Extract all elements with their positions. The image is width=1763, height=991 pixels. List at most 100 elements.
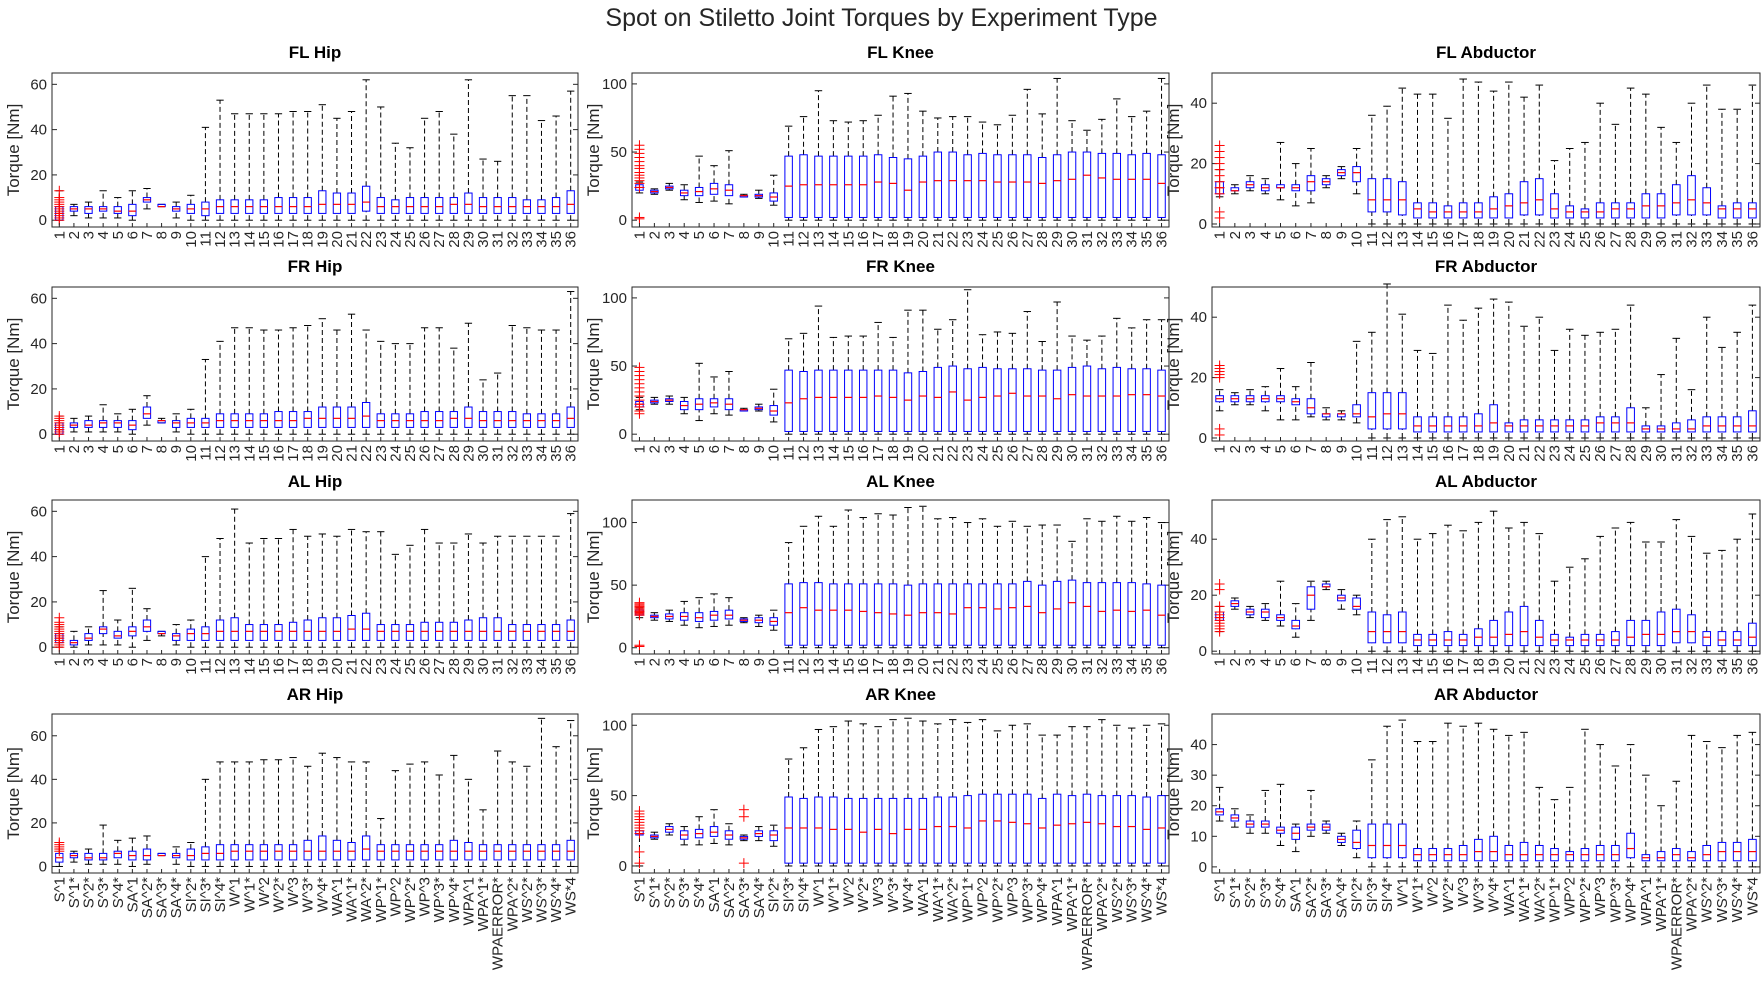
x-tick-label: WS*4 [563,877,580,915]
iqr-box [784,583,793,646]
x-tick-label: SI^2* [766,877,783,913]
box-22 [1534,533,1544,652]
box-8 [157,630,166,637]
x-tick-label: WPA^1* [475,877,492,931]
x-tick-label: 25 [989,231,1006,248]
iqr-box [1367,823,1377,859]
box-16 [1443,524,1453,652]
box-32 [1687,102,1696,225]
x-tick-label: 14 [1410,658,1427,675]
iqr-box [1519,605,1529,647]
box-20 [918,110,928,221]
x-tick-label: 32 [1684,445,1701,462]
box-21 [1519,731,1529,868]
box-9 [1337,410,1346,421]
iqr-box [1595,202,1605,219]
box-24 [1565,566,1575,652]
iqr-box [551,844,561,861]
iqr-box [1067,366,1077,432]
x-tick-label: 29 [1049,658,1066,675]
iqr-box [1023,368,1032,432]
box-29 [1641,93,1651,225]
y-tick-label: 0 [39,426,47,443]
box-3 [665,182,674,191]
y-tick-label: 0 [1199,643,1207,660]
iqr-box [858,155,868,218]
box-1 [634,806,645,869]
box-17 [1458,725,1468,868]
box-11 [1367,759,1377,868]
y-tick-label: 0 [1199,216,1207,233]
x-tick-label: 32 [504,658,521,675]
iqr-box [332,617,342,641]
x-tick-label: 4 [676,445,693,453]
x-tick-label: 1 [51,658,68,666]
iqr-box [903,158,913,218]
box-4 [679,826,689,846]
box-8 [739,617,749,624]
x-tick-label: 30 [475,231,492,248]
box-6 [128,408,137,435]
box-35 [1142,319,1151,435]
box-9 [172,846,181,865]
x-tick-label: 24 [1562,658,1579,675]
iqr-box [873,154,883,218]
iqr-box [259,624,269,641]
box-33 [1112,515,1122,649]
box-4 [98,404,108,433]
iqr-box [1008,793,1017,864]
iqr-box [1687,419,1696,433]
x-tick-label: 19 [314,445,331,462]
x-tick-label: 34 [1124,445,1141,462]
box-10 [769,609,778,631]
box-32 [1097,335,1107,435]
box-14 [829,120,838,221]
box-13 [814,728,823,867]
box-9 [1337,166,1346,180]
box-31 [1671,337,1681,439]
y-tick-label: 50 [610,788,627,805]
box-3 [1245,389,1255,406]
box-24 [391,343,400,435]
x-tick-label: 32 [1684,231,1701,248]
iqr-box [784,155,793,218]
box-28 [1626,521,1635,652]
y-tick-label: 100 [602,76,627,93]
x-tick-label: 5 [691,445,708,453]
x-tick-label: 21 [344,231,361,248]
box-23 [376,106,385,221]
x-tick-label: WP^4* [1034,877,1051,923]
x-tick-label: 13 [227,231,244,248]
y-tick-label: 20 [1190,370,1207,387]
box-26 [420,117,429,221]
box-4 [1260,386,1270,412]
iqr-box [1519,841,1529,862]
box-18 [1474,81,1483,225]
x-tick-label: 14 [1410,231,1427,248]
box-22 [1534,316,1544,439]
iqr-box [274,844,283,861]
iqr-box [1702,416,1712,433]
box-28 [1626,304,1635,439]
box-19 [318,752,327,867]
box-8 [1321,820,1331,834]
iqr-box [1748,838,1757,862]
y-tick-label: 50 [610,144,627,161]
box-14 [829,525,838,649]
box-1 [54,185,65,226]
iqr-box [493,844,502,861]
iqr-box [1157,795,1166,864]
iqr-box [508,411,517,428]
x-tick-label: 17 [285,445,302,462]
box-14 [1413,741,1422,868]
x-tick-label: 7 [1303,231,1320,239]
box-35 [1142,724,1151,867]
x-tick-label: WP^2 [1562,877,1579,917]
x-tick-label: 24 [387,445,404,462]
box-19 [318,104,327,221]
box-28 [1626,87,1635,225]
x-tick-label: 8 [154,445,171,453]
iqr-box [274,624,283,641]
